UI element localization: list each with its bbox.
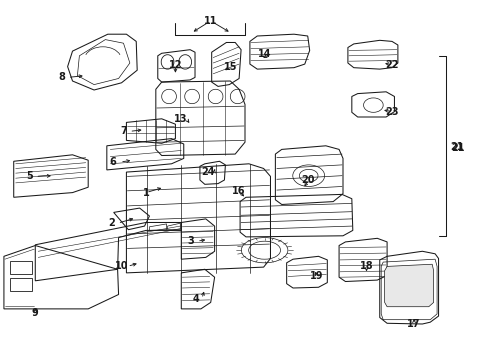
Text: 22: 22 [385, 60, 399, 70]
Text: 18: 18 [360, 261, 373, 271]
Text: 12: 12 [169, 60, 182, 70]
Text: 5: 5 [26, 171, 33, 181]
Text: 24: 24 [201, 167, 215, 177]
Text: 8: 8 [58, 72, 65, 82]
Text: 11: 11 [204, 16, 218, 26]
Text: 9: 9 [32, 308, 39, 318]
Text: 15: 15 [223, 62, 237, 72]
Text: 13: 13 [173, 114, 187, 124]
Text: 20: 20 [301, 175, 315, 185]
Text: 21: 21 [451, 143, 465, 153]
Polygon shape [385, 264, 434, 307]
Text: 2: 2 [108, 218, 115, 228]
Text: 10: 10 [115, 261, 128, 271]
Text: 19: 19 [310, 271, 323, 282]
Text: 14: 14 [258, 49, 271, 59]
Text: 3: 3 [188, 236, 195, 246]
Text: 6: 6 [109, 157, 116, 167]
Text: 4: 4 [193, 294, 199, 304]
Text: 7: 7 [120, 126, 127, 136]
Text: 16: 16 [232, 186, 246, 196]
Text: 21: 21 [450, 142, 464, 152]
Text: 1: 1 [143, 188, 149, 198]
Text: 23: 23 [385, 107, 399, 117]
Text: 17: 17 [407, 319, 421, 329]
